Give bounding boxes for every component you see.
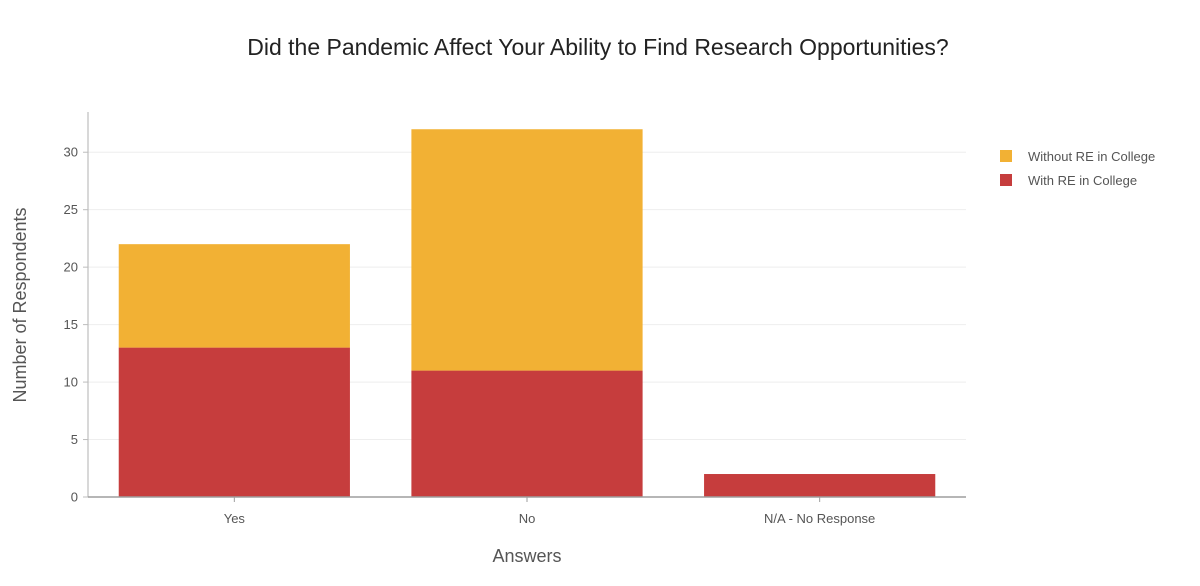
chart-title: Did the Pandemic Affect Your Ability to … (247, 34, 948, 60)
y-tick-label: 5 (71, 432, 78, 447)
legend-swatch (1000, 150, 1012, 162)
y-tick-label: 20 (64, 260, 78, 275)
y-axis-title: Number of Respondents (10, 207, 30, 402)
bar-without-re-in-college (118, 244, 350, 348)
y-tick-label: 10 (64, 375, 78, 390)
x-axis-title: Answers (492, 546, 561, 566)
legend: Without RE in College With RE in College (1000, 149, 1155, 188)
legend-label: Without RE in College (1028, 149, 1155, 164)
x-axis-ticks: Yes No N/A - No Response (224, 497, 875, 526)
y-axis-ticks: 0 5 10 15 20 25 30 (64, 145, 88, 505)
y-tick-label: 15 (64, 317, 78, 332)
bar-without-re-in-college (411, 129, 643, 371)
y-tick-label: 0 (71, 490, 78, 505)
y-tick-label: 25 (64, 202, 78, 217)
legend-label: With RE in College (1028, 173, 1137, 188)
legend-swatch (1000, 174, 1012, 186)
bars (118, 129, 936, 497)
x-tick-label: Yes (224, 511, 246, 526)
bar-with-re-in-college (118, 347, 350, 497)
y-tick-label: 30 (64, 145, 78, 160)
bar-with-re-in-college (704, 474, 936, 497)
x-tick-label: N/A - No Response (764, 511, 875, 526)
x-tick-label: No (519, 511, 536, 526)
bar-with-re-in-college (411, 370, 643, 497)
